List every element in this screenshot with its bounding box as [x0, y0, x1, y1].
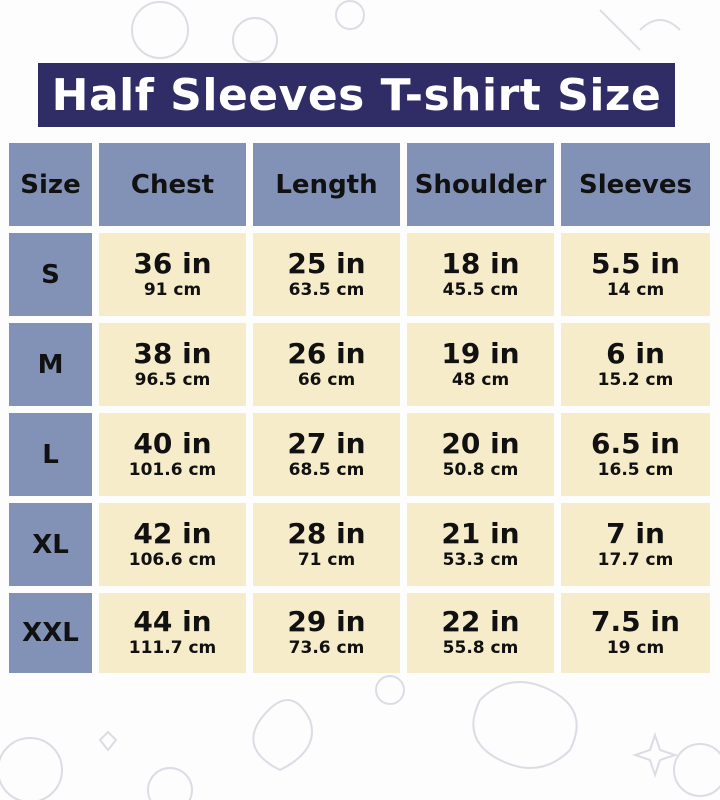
inches-value: 6 in [606, 336, 665, 370]
size-label: L [42, 439, 59, 470]
cm-value: 91 cm [143, 279, 202, 300]
measurement-cell: 7.5 in 19 cm [561, 593, 710, 673]
header-label: Shoulder [414, 169, 547, 200]
size-cell: XL [9, 503, 92, 586]
header-label: Chest [130, 169, 215, 200]
inches-value: 22 in [441, 605, 520, 638]
inches-value: 42 in [133, 516, 212, 550]
measurement-cell: 28 in 71 cm [253, 503, 400, 586]
header-label: Length [275, 169, 378, 200]
measurement-cell: 27 in 68.5 cm [253, 413, 400, 496]
header-cell-chest: Chest [99, 143, 246, 226]
inches-value: 27 in [287, 426, 366, 460]
header-cell-length: Length [253, 143, 400, 226]
cm-value: 111.7 cm [128, 638, 217, 658]
cm-value: 17.7 cm [597, 549, 674, 570]
inches-value: 7 in [606, 516, 665, 550]
inches-value: 40 in [133, 426, 212, 460]
measurement-cell: 25 in 63.5 cm [253, 233, 400, 316]
inches-value: 21 in [441, 516, 520, 550]
inches-value: 19 in [441, 336, 520, 370]
size-label: M [37, 349, 64, 380]
measurement-cell: 19 in 48 cm [407, 323, 554, 406]
cm-value: 96.5 cm [134, 369, 211, 390]
measurement-cell: 21 in 53.3 cm [407, 503, 554, 586]
cm-value: 14 cm [606, 279, 665, 300]
cm-value: 68.5 cm [288, 459, 365, 480]
size-label: XXL [22, 618, 79, 648]
header-cell-shoulder: Shoulder [407, 143, 554, 226]
inches-value: 29 in [287, 605, 366, 638]
measurement-cell: 26 in 66 cm [253, 323, 400, 406]
inches-value: 20 in [441, 426, 520, 460]
size-cell: S [9, 233, 92, 316]
cm-value: 48 cm [451, 369, 510, 390]
inches-value: 44 in [133, 605, 212, 638]
measurement-cell: 6 in 15.2 cm [561, 323, 710, 406]
cm-value: 55.8 cm [442, 638, 519, 658]
cm-value: 50.8 cm [442, 459, 519, 480]
measurement-cell: 5.5 in 14 cm [561, 233, 710, 316]
cm-value: 106.6 cm [128, 549, 217, 570]
measurement-cell: 20 in 50.8 cm [407, 413, 554, 496]
cm-value: 66 cm [297, 369, 356, 390]
inches-value: 26 in [287, 336, 366, 370]
cm-value: 73.6 cm [288, 638, 365, 658]
measurement-cell: 6.5 in 16.5 cm [561, 413, 710, 496]
size-label: XL [32, 529, 69, 560]
inches-value: 38 in [133, 336, 212, 370]
cm-value: 101.6 cm [128, 459, 217, 480]
cm-value: 63.5 cm [288, 279, 365, 300]
inches-value: 6.5 in [591, 426, 680, 460]
header-cell-sleeves: Sleeves [561, 143, 710, 226]
cm-value: 45.5 cm [442, 279, 519, 300]
inches-value: 5.5 in [591, 246, 680, 280]
measurement-cell: 36 in 91 cm [99, 233, 246, 316]
size-cell: L [9, 413, 92, 496]
measurement-cell: 7 in 17.7 cm [561, 503, 710, 586]
measurement-cell: 18 in 45.5 cm [407, 233, 554, 316]
page-title: Half Sleeves T-shirt Size [38, 63, 675, 127]
measurement-cell: 42 in 106.6 cm [99, 503, 246, 586]
inches-value: 28 in [287, 516, 366, 550]
inches-value: 7.5 in [591, 605, 680, 638]
cm-value: 71 cm [297, 549, 356, 570]
size-cell: M [9, 323, 92, 406]
measurement-cell: 40 in 101.6 cm [99, 413, 246, 496]
measurement-cell: 38 in 96.5 cm [99, 323, 246, 406]
header-label: Size [20, 169, 81, 200]
size-cell: XXL [9, 593, 92, 673]
header-label: Sleeves [579, 169, 692, 200]
header-cell-size: Size [9, 143, 92, 226]
measurement-cell: 29 in 73.6 cm [253, 593, 400, 673]
cm-value: 19 cm [606, 638, 665, 658]
inches-value: 36 in [133, 246, 212, 280]
measurement-cell: 22 in 55.8 cm [407, 593, 554, 673]
cm-value: 53.3 cm [442, 549, 519, 570]
cm-value: 16.5 cm [597, 459, 674, 480]
inches-value: 25 in [287, 246, 366, 280]
cm-value: 15.2 cm [597, 369, 674, 390]
measurement-cell: 44 in 111.7 cm [99, 593, 246, 673]
size-label: S [41, 259, 60, 290]
inches-value: 18 in [441, 246, 520, 280]
